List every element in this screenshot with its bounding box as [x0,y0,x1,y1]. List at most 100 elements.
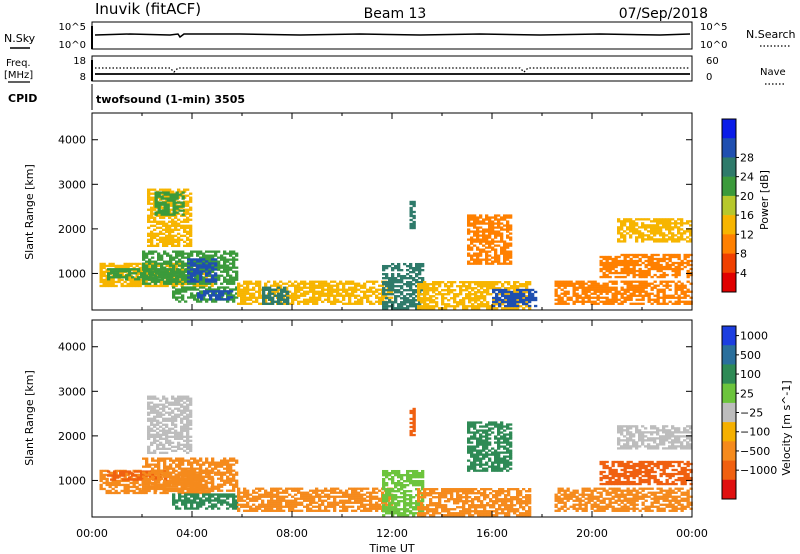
power-cell [629,236,633,239]
velocity-cell [162,397,166,400]
power-cell [209,298,213,301]
power-cell [662,294,666,297]
power-cell [193,298,197,301]
power-cell [426,287,430,290]
velocity-cell [186,399,190,402]
power-cell [154,264,158,267]
power-cell [160,266,164,269]
power-cell [381,298,385,301]
power-cell [528,307,532,310]
velocity-cell [125,470,129,473]
velocity-cell [162,427,166,430]
velocity-cell [255,487,259,490]
power-cell [160,203,164,206]
velocity-cell [189,413,193,416]
power-cell [174,234,178,237]
power-cell [226,282,230,285]
velocity-cell [102,469,106,473]
power-cell [504,293,508,296]
power-cell [382,291,386,294]
velocity-cell [186,431,190,434]
velocity-cell [196,481,200,484]
power-cell [507,300,511,304]
velocity-cell [111,491,115,495]
velocity-cell [177,413,181,416]
power-cell [283,288,287,291]
power-cell [177,238,181,241]
power-cell [447,303,451,306]
power-cell [494,230,498,233]
power-cell [662,288,666,291]
velocity-cell [157,479,161,482]
power-cell [409,212,413,216]
power-cell [506,242,510,245]
power-cell [578,286,582,289]
power-cell [522,288,526,292]
power-cell [189,244,193,248]
power-cell [324,288,328,291]
velocity-cell [165,401,169,404]
power-cell [683,294,687,297]
power-cell [333,296,337,299]
velocity-cell [168,419,172,422]
power-cell [608,275,612,279]
power-cell [680,261,684,265]
velocity-cell [120,479,124,483]
velocity-cell [145,477,149,480]
power-cell [653,280,657,283]
power-cell [509,228,513,231]
power-cell [291,294,295,297]
velocity-cell [246,497,250,500]
power-cell [366,300,370,303]
velocity-cell [186,435,190,438]
power-cell [488,244,492,247]
power-cell [557,284,561,287]
power-cell [578,282,582,285]
velocity-cell [208,481,212,484]
power-cell [617,238,621,241]
power-cell [459,285,463,288]
power-cell [180,280,184,284]
velocity-cell [249,497,253,500]
velocity-cell [204,483,208,487]
freq-tick-top: 18 [73,56,86,67]
velocity-cell [159,403,163,406]
power-cell [240,302,244,305]
power-cell [336,290,340,293]
power-cell [522,291,526,294]
power-cell [288,280,292,283]
power-cell [491,222,495,225]
power-cell [510,304,514,308]
power-cell [614,282,618,285]
power-cell [581,284,585,287]
velocity-cell [165,447,169,450]
power-cell [276,282,280,285]
power-cell [159,216,163,219]
velocity-cell [214,473,218,476]
power-cell [306,298,310,301]
velocity-cell [117,481,121,485]
velocity-cell [175,475,179,478]
power-colorbar-segment [722,176,736,197]
power-cell [632,286,636,289]
velocity-cell [181,473,185,476]
power-cell [486,281,490,284]
power-cell [683,238,687,241]
velocity-cell [181,475,185,478]
power-cell [186,216,190,219]
power-cell [641,275,645,279]
power-cell [321,290,325,293]
power-cell [273,292,277,295]
power-cell [674,234,678,237]
power-cell [183,224,187,227]
power-cell [560,302,564,305]
velocity-cell [180,433,184,436]
power-cell [357,282,361,285]
power-cell [336,284,340,287]
velocity-cell [171,445,175,448]
power-cell [385,289,389,292]
power-cell [171,190,175,193]
power-cell [297,284,301,287]
power-cell [157,201,161,204]
